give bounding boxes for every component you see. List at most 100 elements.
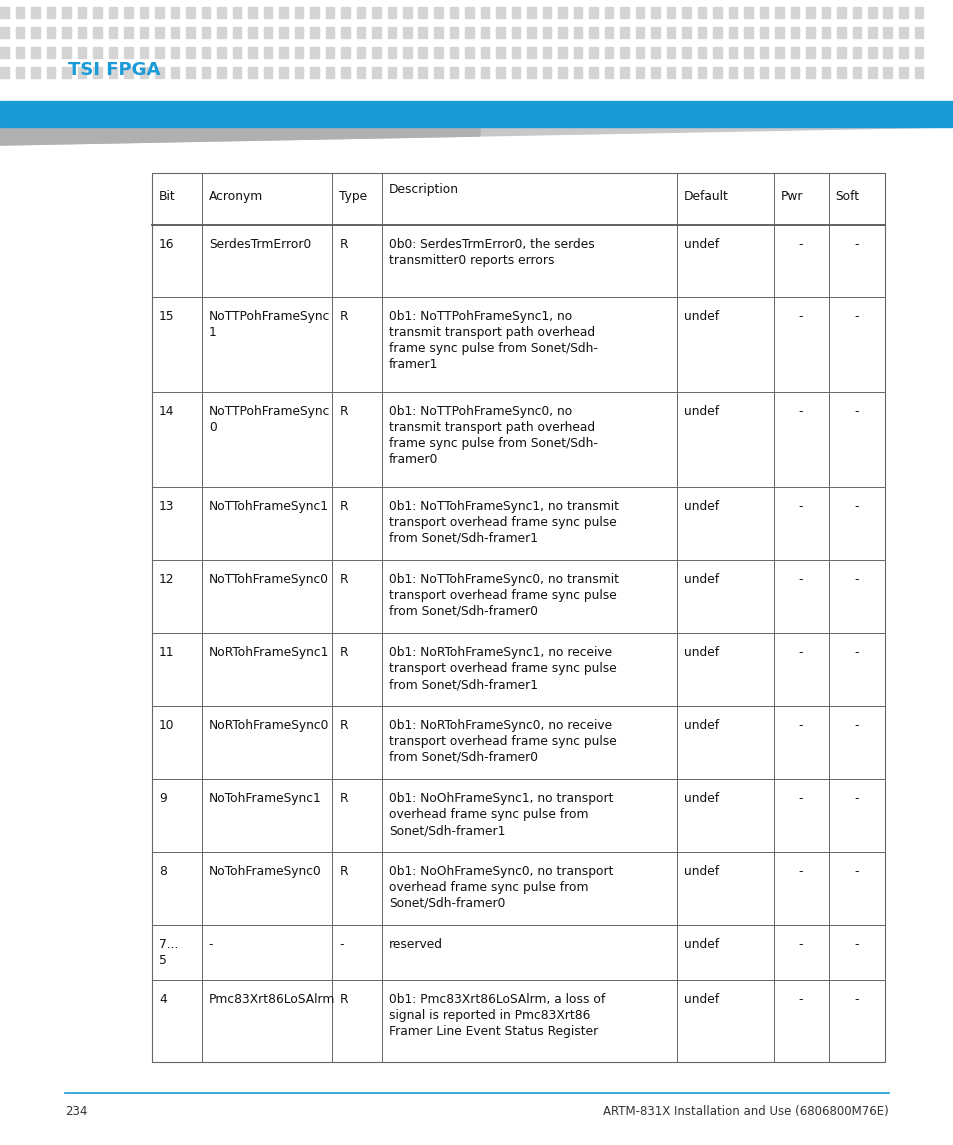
Bar (171, 7, 179, 18)
Bar (650, 47, 659, 58)
Bar (511, 27, 519, 38)
Text: 0b1: NoOhFrameSync1, no transport
overhead frame sync pulse from
Sonet/Sdh-frame: 0b1: NoOhFrameSync1, no transport overhe… (389, 792, 613, 837)
Bar (418, 68, 427, 78)
Text: 0b1: NoTTohFrameSync1, no transmit
transport overhead frame sync pulse
from Sone: 0b1: NoTTohFrameSync1, no transmit trans… (389, 500, 618, 545)
Bar (77, 7, 86, 18)
Bar (836, 7, 844, 18)
Bar (650, 68, 659, 78)
Bar (511, 7, 519, 18)
Text: -: - (798, 572, 802, 586)
Bar (402, 7, 411, 18)
Text: R: R (339, 646, 348, 660)
Text: ARTM-831X Installation and Use (6806800M76E): ARTM-831X Installation and Use (6806800M… (602, 1105, 888, 1118)
Bar (418, 7, 427, 18)
Bar (774, 7, 782, 18)
Text: undef: undef (683, 238, 719, 251)
Bar (681, 7, 690, 18)
Bar (47, 7, 55, 18)
Bar (712, 47, 720, 58)
Bar (449, 27, 457, 38)
Bar (728, 27, 737, 38)
Bar (294, 7, 303, 18)
Bar (216, 27, 225, 38)
Bar (805, 68, 814, 78)
Bar (774, 68, 782, 78)
Text: NoTohFrameSync1: NoTohFrameSync1 (209, 792, 321, 805)
Bar (635, 68, 643, 78)
Text: R: R (339, 310, 348, 323)
Bar (697, 68, 705, 78)
Bar (496, 7, 504, 18)
Text: NoRTohFrameSync0: NoRTohFrameSync0 (209, 719, 329, 732)
Bar (233, 68, 241, 78)
Bar (882, 68, 891, 78)
Bar (635, 47, 643, 58)
Text: -: - (854, 792, 858, 805)
Bar (790, 68, 799, 78)
Bar (759, 68, 767, 78)
Bar (62, 68, 71, 78)
Bar (92, 47, 101, 58)
Text: TSI FPGA: TSI FPGA (68, 61, 160, 79)
Bar (77, 47, 86, 58)
Bar (759, 27, 767, 38)
Bar (263, 47, 272, 58)
Bar (852, 47, 861, 58)
Bar (790, 7, 799, 18)
Bar (821, 27, 829, 38)
Bar (201, 68, 210, 78)
Text: 15: 15 (159, 310, 174, 323)
Bar (914, 47, 923, 58)
Text: NoTohFrameSync0: NoTohFrameSync0 (209, 864, 321, 878)
Bar (294, 47, 303, 58)
Bar (171, 68, 179, 78)
Text: undef: undef (683, 405, 719, 418)
Text: SerdesTrmError0: SerdesTrmError0 (209, 238, 311, 251)
Bar (278, 68, 287, 78)
Bar (154, 68, 163, 78)
Bar (604, 7, 613, 18)
Bar (449, 47, 457, 58)
Bar (310, 68, 318, 78)
Bar (325, 7, 334, 18)
Bar (171, 27, 179, 38)
Bar (558, 27, 566, 38)
Text: R: R (339, 864, 348, 878)
Bar (836, 27, 844, 38)
Bar (712, 68, 720, 78)
Bar (233, 27, 241, 38)
Bar (542, 68, 551, 78)
Bar (449, 7, 457, 18)
Bar (418, 27, 427, 38)
Bar (480, 27, 489, 38)
Bar (0, 47, 9, 58)
Bar (139, 7, 148, 18)
Bar (852, 27, 861, 38)
Text: -: - (798, 864, 802, 878)
Text: -: - (854, 719, 858, 732)
Bar (216, 68, 225, 78)
Bar (47, 27, 55, 38)
Bar (867, 7, 876, 18)
Bar (124, 27, 132, 38)
Text: undef: undef (683, 792, 719, 805)
Bar (47, 47, 55, 58)
Bar (294, 68, 303, 78)
Bar (697, 27, 705, 38)
Bar (650, 27, 659, 38)
Bar (387, 47, 395, 58)
Bar (852, 7, 861, 18)
Bar (728, 7, 737, 18)
Bar (635, 7, 643, 18)
Bar (805, 7, 814, 18)
Bar (821, 7, 829, 18)
Text: 0b1: NoTTohFrameSync0, no transmit
transport overhead frame sync pulse
from Sone: 0b1: NoTTohFrameSync0, no transmit trans… (389, 572, 618, 618)
Bar (464, 27, 473, 38)
Text: -: - (798, 646, 802, 660)
Bar (340, 68, 349, 78)
Bar (573, 68, 581, 78)
Bar (743, 7, 752, 18)
Bar (201, 27, 210, 38)
Text: -: - (798, 719, 802, 732)
Bar (774, 27, 782, 38)
